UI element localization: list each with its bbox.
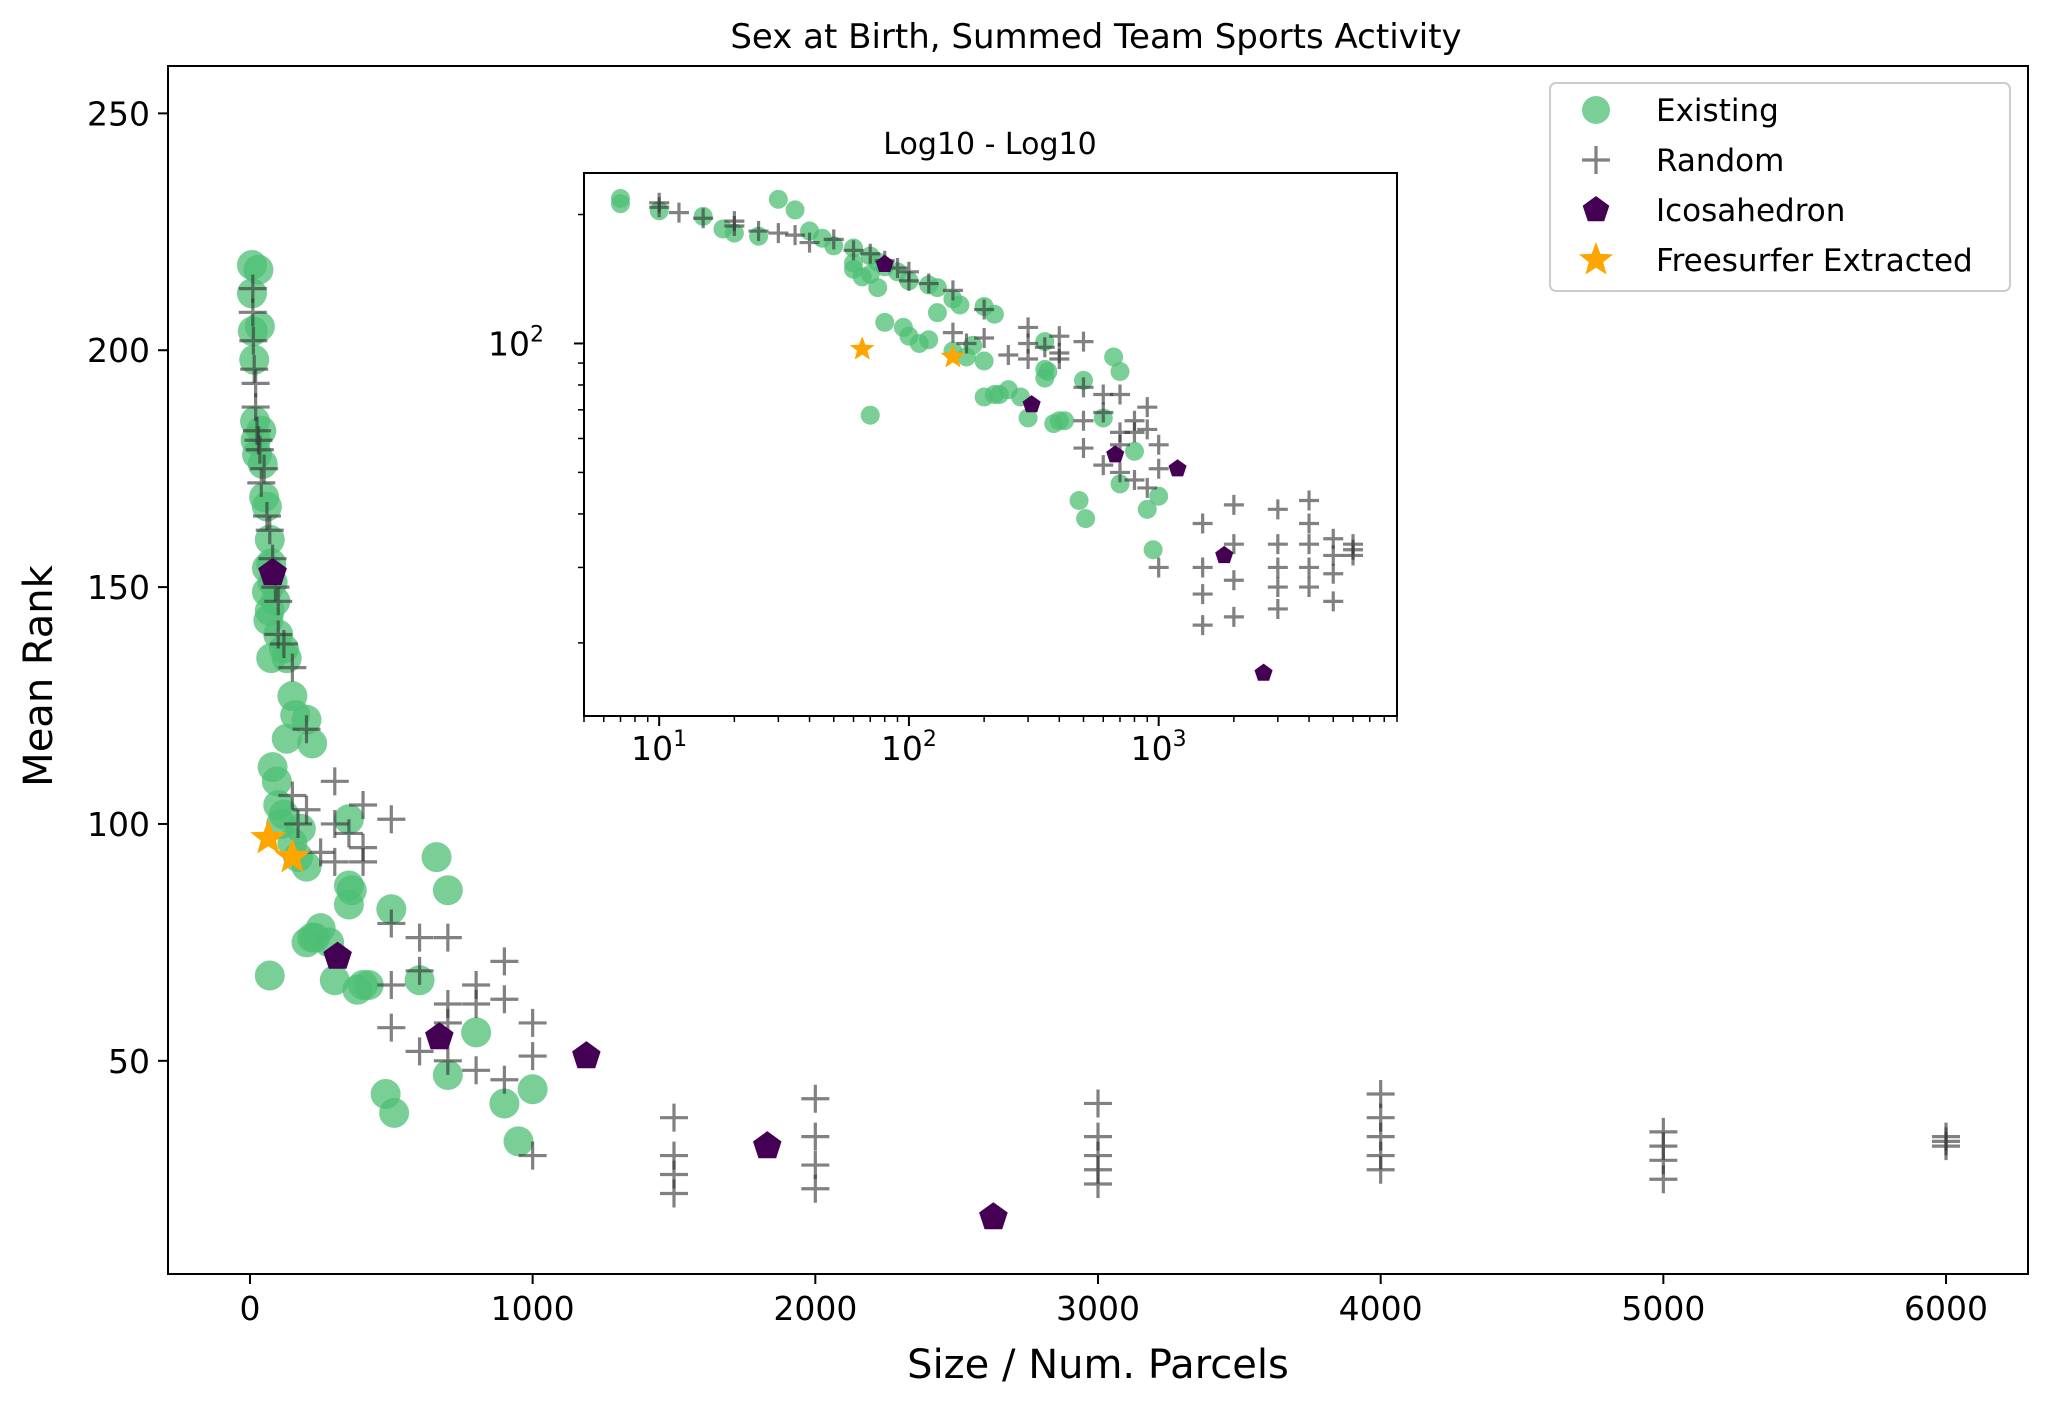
point-icosahedron	[979, 1202, 1008, 1229]
point-random	[1084, 1170, 1112, 1198]
x-tick-label: 2000	[773, 1289, 857, 1328]
inset-point-existing	[769, 190, 788, 209]
inset-x-tick-label: 101	[631, 727, 687, 768]
point-icosahedron	[753, 1131, 782, 1158]
inset-point-existing	[1055, 411, 1074, 430]
inset-background	[584, 173, 1397, 716]
x-tick-label: 4000	[1339, 1289, 1423, 1328]
point-random	[462, 1056, 490, 1084]
inset-point-existing	[861, 406, 880, 425]
point-random	[490, 985, 518, 1013]
point-existing	[337, 875, 367, 905]
point-existing	[255, 961, 285, 991]
inset-point-existing	[611, 194, 630, 213]
point-random	[377, 805, 405, 833]
point-random	[406, 924, 434, 952]
y-axis-label: Mean Rank	[16, 564, 62, 786]
point-random	[490, 947, 518, 975]
inset-point-existing	[928, 278, 947, 297]
point-random	[321, 767, 349, 795]
point-random	[434, 924, 462, 952]
y-tick-label: 250	[87, 94, 150, 133]
x-axis-label: Size / Num. Parcels	[907, 1342, 1289, 1388]
legend-label-freesurfer-extracted: Freesurfer Extracted	[1656, 243, 1973, 279]
x-tick-label: 0	[239, 1289, 260, 1328]
point-existing	[433, 875, 463, 905]
inset-point-existing	[1076, 509, 1095, 528]
inset-point-existing	[985, 305, 1004, 324]
point-existing	[461, 1017, 491, 1047]
y-tick-label: 50	[108, 1042, 150, 1081]
y-tick-label: 100	[87, 805, 150, 844]
inset-point-existing	[919, 330, 938, 349]
point-existing	[286, 814, 316, 844]
point-random	[801, 1123, 829, 1151]
inset-x-tick-label: 102	[881, 727, 937, 768]
x-tick-label: 3000	[1056, 1289, 1140, 1328]
legend-label-existing: Existing	[1656, 93, 1779, 129]
point-random	[377, 1014, 405, 1042]
inset-point-existing	[975, 352, 994, 371]
legend-label-random: Random	[1656, 143, 1784, 179]
inset-chart: Log10 - Log10 101 102 103 102	[488, 127, 1397, 768]
point-random	[377, 971, 405, 999]
inset-point-existing	[1144, 540, 1163, 559]
x-tick-label: 5000	[1621, 1289, 1705, 1328]
legend: Existing Random Icosahedron Freesurfer E…	[1550, 83, 2010, 291]
x-tick-label: 1000	[491, 1289, 575, 1328]
inset-point-existing	[1149, 487, 1168, 506]
point-icosahedron	[572, 1041, 601, 1068]
inset-y-tick-label: 102	[488, 322, 544, 363]
legend-label-icosahedron: Icosahedron	[1656, 193, 1845, 229]
point-random	[660, 1104, 688, 1132]
inset-point-existing	[875, 313, 894, 332]
inset-x-tick-label: 103	[1131, 727, 1187, 768]
inset-point-existing	[1110, 362, 1129, 381]
point-existing	[422, 842, 452, 872]
point-random	[490, 1066, 518, 1094]
point-random	[519, 1009, 547, 1037]
point-random	[660, 1179, 688, 1207]
point-random	[1367, 1156, 1395, 1184]
point-random	[1084, 1089, 1112, 1117]
inset-point-existing	[786, 200, 805, 219]
inset-title: Log10 - Log10	[883, 127, 1096, 162]
inset-point-existing	[868, 278, 887, 297]
point-random	[801, 1175, 829, 1203]
point-existing	[518, 1074, 548, 1104]
point-existing	[245, 312, 275, 342]
inset-point-existing	[1038, 362, 1057, 381]
y-tick-label: 200	[87, 331, 150, 370]
point-existing	[504, 1126, 534, 1156]
chart-title: Sex at Birth, Summed Team Sports Activit…	[730, 17, 1461, 57]
inset-point-existing	[1070, 491, 1089, 510]
point-existing	[243, 255, 273, 285]
x-tick-label: 6000	[1904, 1289, 1988, 1328]
point-existing	[379, 1098, 409, 1128]
y-tick-label: 150	[87, 568, 150, 607]
legend-marker-existing	[1582, 96, 1610, 124]
point-random	[462, 990, 490, 1018]
point-random	[519, 1042, 547, 1070]
point-existing	[297, 728, 327, 758]
inset-point-existing	[928, 303, 947, 322]
point-random	[801, 1085, 829, 1113]
point-random	[1649, 1165, 1677, 1193]
